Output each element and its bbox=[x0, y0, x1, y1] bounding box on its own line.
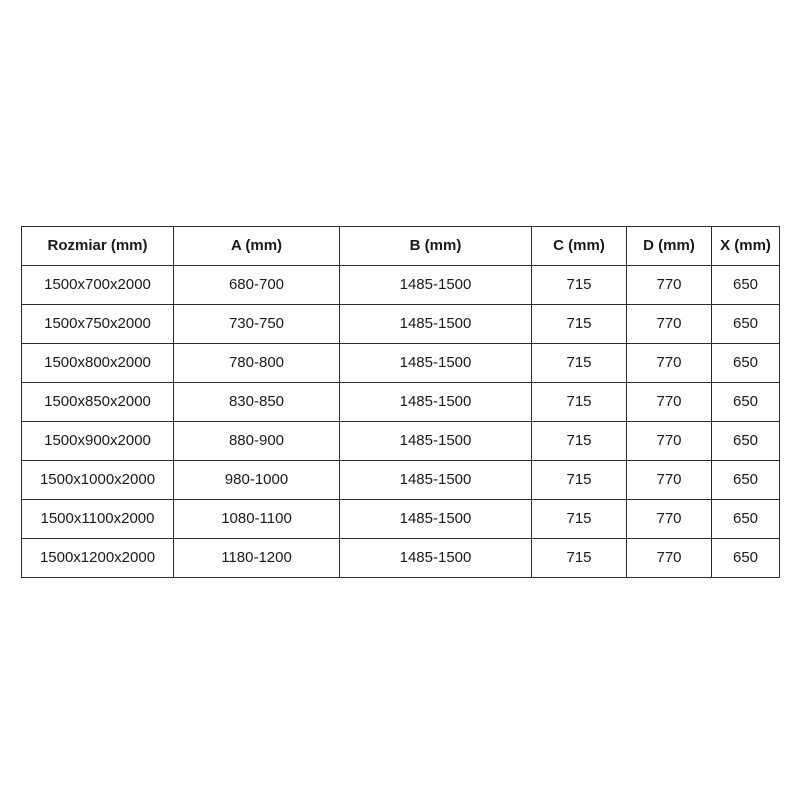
cell-size: 1500x750x2000 bbox=[21, 304, 174, 344]
cell-c: 715 bbox=[531, 421, 627, 461]
cell-x: 650 bbox=[711, 265, 780, 305]
dimensions-table: Rozmiar (mm) A (mm) B (mm) C (mm) D (mm)… bbox=[21, 226, 780, 578]
cell-c: 715 bbox=[531, 499, 627, 539]
cell-x: 650 bbox=[711, 382, 780, 422]
cell-d: 770 bbox=[626, 265, 712, 305]
cell-x: 650 bbox=[711, 304, 780, 344]
cell-size: 1500x800x2000 bbox=[21, 343, 174, 383]
cell-c: 715 bbox=[531, 265, 627, 305]
cell-a: 1180-1200 bbox=[173, 538, 340, 578]
cell-size: 1500x1000x2000 bbox=[21, 460, 174, 500]
cell-x: 650 bbox=[711, 460, 780, 500]
cell-b: 1485-1500 bbox=[339, 499, 532, 539]
cell-c: 715 bbox=[531, 460, 627, 500]
table-row: 1500x1100x2000 1080-1100 1485-1500 715 7… bbox=[21, 499, 780, 539]
column-header-x: X (mm) bbox=[711, 226, 780, 266]
cell-a: 680-700 bbox=[173, 265, 340, 305]
table-header: Rozmiar (mm) A (mm) B (mm) C (mm) D (mm)… bbox=[21, 226, 780, 266]
cell-c: 715 bbox=[531, 304, 627, 344]
cell-d: 770 bbox=[626, 460, 712, 500]
cell-size: 1500x1100x2000 bbox=[21, 499, 174, 539]
cell-a: 880-900 bbox=[173, 421, 340, 461]
table-row: 1500x700x2000 680-700 1485-1500 715 770 … bbox=[21, 265, 780, 305]
cell-a: 830-850 bbox=[173, 382, 340, 422]
cell-size: 1500x850x2000 bbox=[21, 382, 174, 422]
cell-x: 650 bbox=[711, 499, 780, 539]
cell-d: 770 bbox=[626, 421, 712, 461]
cell-a: 730-750 bbox=[173, 304, 340, 344]
cell-d: 770 bbox=[626, 382, 712, 422]
column-header-d: D (mm) bbox=[626, 226, 712, 266]
cell-d: 770 bbox=[626, 538, 712, 578]
cell-b: 1485-1500 bbox=[339, 304, 532, 344]
table-row: 1500x900x2000 880-900 1485-1500 715 770 … bbox=[21, 421, 780, 461]
table-row: 1500x800x2000 780-800 1485-1500 715 770 … bbox=[21, 343, 780, 383]
cell-b: 1485-1500 bbox=[339, 421, 532, 461]
cell-c: 715 bbox=[531, 343, 627, 383]
table-header-row: Rozmiar (mm) A (mm) B (mm) C (mm) D (mm)… bbox=[21, 226, 780, 266]
cell-c: 715 bbox=[531, 538, 627, 578]
cell-a: 1080-1100 bbox=[173, 499, 340, 539]
table-row: 1500x750x2000 730-750 1485-1500 715 770 … bbox=[21, 304, 780, 344]
table-row: 1500x1000x2000 980-1000 1485-1500 715 77… bbox=[21, 460, 780, 500]
cell-a: 980-1000 bbox=[173, 460, 340, 500]
column-header-b: B (mm) bbox=[339, 226, 532, 266]
cell-x: 650 bbox=[711, 343, 780, 383]
cell-a: 780-800 bbox=[173, 343, 340, 383]
table-body: 1500x700x2000 680-700 1485-1500 715 770 … bbox=[21, 265, 780, 578]
cell-b: 1485-1500 bbox=[339, 265, 532, 305]
cell-b: 1485-1500 bbox=[339, 343, 532, 383]
cell-b: 1485-1500 bbox=[339, 538, 532, 578]
column-header-c: C (mm) bbox=[531, 226, 627, 266]
cell-size: 1500x700x2000 bbox=[21, 265, 174, 305]
cell-b: 1485-1500 bbox=[339, 382, 532, 422]
cell-size: 1500x1200x2000 bbox=[21, 538, 174, 578]
table-row: 1500x850x2000 830-850 1485-1500 715 770 … bbox=[21, 382, 780, 422]
dimensions-table-container: Rozmiar (mm) A (mm) B (mm) C (mm) D (mm)… bbox=[21, 226, 780, 578]
column-header-a: A (mm) bbox=[173, 226, 340, 266]
table-row: 1500x1200x2000 1180-1200 1485-1500 715 7… bbox=[21, 538, 780, 578]
cell-b: 1485-1500 bbox=[339, 460, 532, 500]
cell-d: 770 bbox=[626, 499, 712, 539]
cell-size: 1500x900x2000 bbox=[21, 421, 174, 461]
cell-d: 770 bbox=[626, 304, 712, 344]
cell-d: 770 bbox=[626, 343, 712, 383]
cell-x: 650 bbox=[711, 538, 780, 578]
cell-x: 650 bbox=[711, 421, 780, 461]
column-header-size: Rozmiar (mm) bbox=[21, 226, 174, 266]
cell-c: 715 bbox=[531, 382, 627, 422]
